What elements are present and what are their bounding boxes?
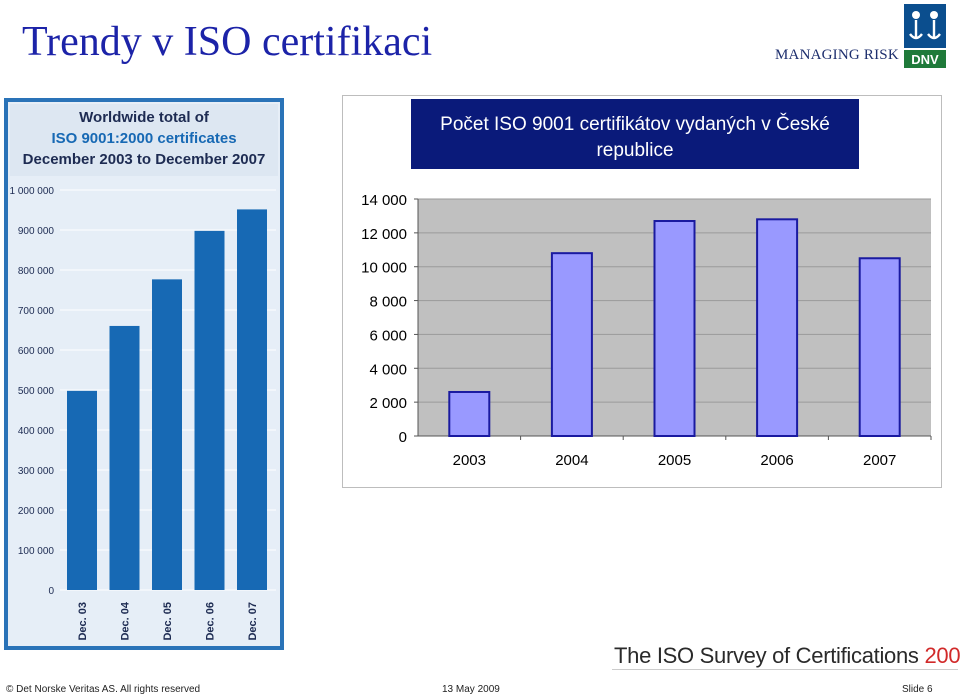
left-bar xyxy=(237,209,267,590)
iso-survey-text: The ISO Survey of Certifications xyxy=(614,643,919,668)
left-y-tick-label: 100 000 xyxy=(18,546,55,557)
dnv-logo-text: DNV xyxy=(911,52,939,67)
right-bar xyxy=(448,390,491,438)
left-y-tick-label: 300 000 xyxy=(18,466,55,477)
left-y-tick-label: 900 000 xyxy=(18,226,55,237)
right-y-tick-label: 12 000 xyxy=(361,226,407,243)
left-chart-title-line: December 2003 to December 2007 xyxy=(23,151,266,168)
left-y-tick-label: 700 000 xyxy=(18,306,55,317)
iso-survey-rule xyxy=(612,669,958,670)
right-x-tick-label: 2007 xyxy=(863,452,896,469)
right-y-tick-label: 0 xyxy=(399,429,407,446)
czech-chart-frame: Počet ISO 9001 certifikátov vydaných v Č… xyxy=(342,95,942,488)
left-chart-header xyxy=(10,104,278,176)
left-y-tick-label: 600 000 xyxy=(18,346,55,357)
footer-date: 13 May 2009 xyxy=(442,684,500,695)
right-y-tick-label: 10 000 xyxy=(361,260,407,277)
dnv-logo: DNV xyxy=(904,4,946,68)
left-y-tick-label: 800 000 xyxy=(18,266,55,277)
right-bar xyxy=(858,257,901,437)
left-y-tick-label: 500 000 xyxy=(18,386,55,397)
right-chart-title-line: Počet ISO 9001 certifikátov vydaných v Č… xyxy=(440,113,830,135)
right-x-tick-label: 2004 xyxy=(555,452,588,469)
right-y-tick-label: 8 000 xyxy=(369,294,407,311)
slide-title: Trendy v ISO certifikaci xyxy=(22,19,433,65)
left-bar xyxy=(194,230,225,590)
managing-risk-text: MANAGING RISK xyxy=(775,47,899,63)
czech-iso-chart: Počet ISO 9001 certifikátov vydaných v Č… xyxy=(361,99,932,469)
left-chart-title-line: Worldwide total of xyxy=(79,109,210,126)
left-chart-title-line: ISO 9001:2000 certificates xyxy=(51,130,236,147)
right-y-tick-label: 2 000 xyxy=(369,395,407,412)
right-bar xyxy=(550,252,593,437)
worldwide-iso-chart: Worldwide total of ISO 9001:2000 certific… xyxy=(4,98,284,650)
left-y-tick-label: 0 xyxy=(48,586,54,597)
right-x-tick-label: 2006 xyxy=(760,452,793,469)
right-chart-title-box xyxy=(411,99,859,169)
right-x-tick-label: 2005 xyxy=(658,452,691,469)
left-x-tick-label: Dec. 05 xyxy=(162,602,174,641)
iso-survey-year: 2007 xyxy=(924,643,960,668)
left-panel-frame xyxy=(4,98,284,650)
right-y-tick-label: 4 000 xyxy=(369,361,407,378)
right-bar xyxy=(756,218,799,437)
footer-copyright: © Det Norske Veritas AS. All rights rese… xyxy=(6,684,201,695)
left-y-tick-label: 1 000 000 xyxy=(10,186,55,197)
iso-survey-caption: The ISO Survey of Certifications 2007 xyxy=(614,643,960,669)
left-bar xyxy=(109,325,140,590)
right-x-tick-label: 2003 xyxy=(453,452,486,469)
footer-slide-number: Slide 6 xyxy=(902,684,933,695)
left-y-tick-label: 200 000 xyxy=(18,506,55,517)
right-bar xyxy=(653,220,696,437)
left-x-tick-label: Dec. 06 xyxy=(205,602,217,641)
left-bar xyxy=(67,390,97,590)
right-y-tick-label: 14 000 xyxy=(361,192,407,209)
right-chart-title-line: republice xyxy=(596,140,673,161)
left-bar xyxy=(152,279,182,590)
left-y-tick-label: 400 000 xyxy=(18,426,55,437)
right-y-tick-label: 6 000 xyxy=(369,327,407,344)
left-x-tick-label: Dec. 03 xyxy=(77,602,89,641)
left-x-tick-label: Dec. 04 xyxy=(120,601,132,640)
left-x-tick-label: Dec. 07 xyxy=(247,602,259,641)
